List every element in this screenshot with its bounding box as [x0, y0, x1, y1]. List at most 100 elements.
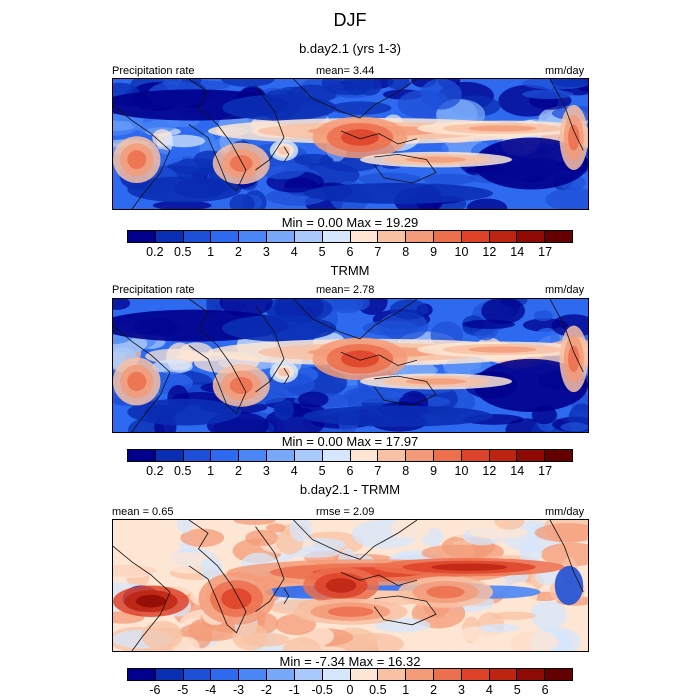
field-high-region [431, 563, 508, 571]
field-patch [273, 399, 295, 420]
field-low-region [222, 94, 337, 121]
panel-1-colorbar [127, 230, 573, 243]
colorbar-swatch [378, 669, 407, 680]
field-high-region [341, 350, 379, 368]
colorbar-swatch [350, 450, 379, 461]
colorbar-tick-label: 0.5 [174, 464, 192, 478]
coastline [340, 351, 418, 366]
field-high-region [426, 585, 465, 599]
colorbar-swatch [211, 669, 240, 680]
field-patch [229, 194, 255, 209]
colorbar-tick-label: 2 [235, 464, 242, 478]
colorbar-swatch [545, 669, 572, 680]
coastline [113, 545, 171, 651]
colorbar-swatch [183, 669, 212, 680]
field-high-region [568, 345, 580, 373]
panel-1-map [112, 78, 589, 210]
colorbar-tick-label: 8 [402, 464, 410, 478]
field-high-region [327, 606, 374, 617]
panel-1-mean-label: mean= 3.44 [316, 65, 375, 77]
field-patch [549, 79, 588, 88]
field-high-region [229, 155, 253, 172]
field-high-region [278, 367, 290, 377]
field-patch [348, 299, 370, 311]
panel-2-units-label: mm/day [545, 284, 585, 296]
colorbar-tick-label: -5 [177, 683, 189, 697]
field-high-region [468, 346, 537, 353]
colorbar-swatch [433, 450, 462, 461]
colorbar-swatch [461, 669, 490, 680]
field-patch [177, 520, 194, 533]
field-high-region [568, 124, 580, 151]
colorbar-tick-label: 10 [454, 464, 469, 478]
colorbar-swatch [183, 450, 212, 461]
field-patch [389, 299, 429, 320]
colorbar-tick-label: 14 [510, 464, 525, 478]
field-patch [131, 530, 160, 548]
field-patch [462, 319, 516, 330]
field-low-region [303, 183, 493, 204]
panel-3-mean-label: mean = 0.65 [112, 506, 174, 518]
colorbar-swatch [267, 231, 295, 242]
field-patch [423, 173, 476, 185]
colorbar-tick-label: -2 [260, 683, 272, 697]
field-low-region [127, 398, 242, 426]
colorbar-swatch [267, 669, 295, 680]
coastline [340, 572, 418, 586]
coastline [188, 299, 247, 415]
field-patch [494, 520, 525, 530]
field-patch [494, 628, 559, 651]
colorbar-tick-label: 0.5 [174, 245, 192, 259]
colorbar-tick-label: 3 [458, 683, 465, 697]
colorbar-swatch [433, 669, 462, 680]
field-high-region [341, 129, 379, 146]
colorbar-tick-label: 4 [485, 683, 493, 697]
colorbar-tick-label: 9 [430, 245, 438, 259]
colorbar-swatch [294, 669, 323, 680]
colorbar-tick-label: 14 [510, 245, 525, 259]
colorbar-swatch [239, 231, 268, 242]
panel-3-map [112, 519, 589, 652]
colorbar-swatch [183, 231, 212, 242]
map-field [113, 79, 588, 209]
field-low-region [222, 314, 337, 342]
field-high-region [278, 146, 290, 155]
field-patch [289, 520, 312, 542]
colorbar-swatch [128, 231, 156, 242]
colorbar-swatch [461, 231, 490, 242]
field-low-region [303, 405, 493, 427]
colorbar-tick-label: 12 [482, 245, 497, 259]
field-patch [232, 622, 269, 651]
field-patch [519, 540, 543, 565]
panel-3-rmse-label: rmse = 2.09 [316, 506, 375, 518]
colorbar-tick-label: 7 [374, 464, 382, 478]
colorbar-tick-label: 5 [318, 245, 326, 259]
field-high-region [325, 578, 357, 593]
panel-2-mean-label: mean= 2.78 [316, 284, 375, 296]
coastline [255, 526, 285, 613]
colorbar-tick-label: 17 [538, 245, 553, 259]
field-patch [152, 200, 212, 209]
colorbar-tick-label: 0.5 [369, 683, 387, 697]
colorbar-tick-label: -1 [288, 683, 300, 697]
colorbar-swatch [489, 450, 518, 461]
field-patch [540, 542, 588, 567]
figure-title: DJF [333, 10, 367, 30]
coastline [373, 153, 437, 184]
field-patch [245, 529, 279, 546]
field-patch [530, 600, 567, 630]
colorbar-tick-label: 8 [402, 245, 410, 259]
field-patch [339, 632, 404, 651]
coastline [283, 587, 290, 605]
field-low-region [554, 565, 584, 606]
colorbar-tick-label: 3 [262, 245, 270, 259]
coastline [373, 375, 437, 406]
colorbar-swatch [128, 669, 156, 680]
panel-2-variable-label: Precipitation rate [112, 284, 195, 296]
colorbar-tick-label: 1 [207, 464, 215, 478]
colorbar-tick-label: 1 [402, 683, 410, 697]
colorbar-swatch [461, 450, 490, 461]
panel-1-min-max: Min = 0.00 Max = 19.29 [281, 215, 419, 230]
coastline [373, 595, 437, 626]
coastline [113, 104, 171, 209]
